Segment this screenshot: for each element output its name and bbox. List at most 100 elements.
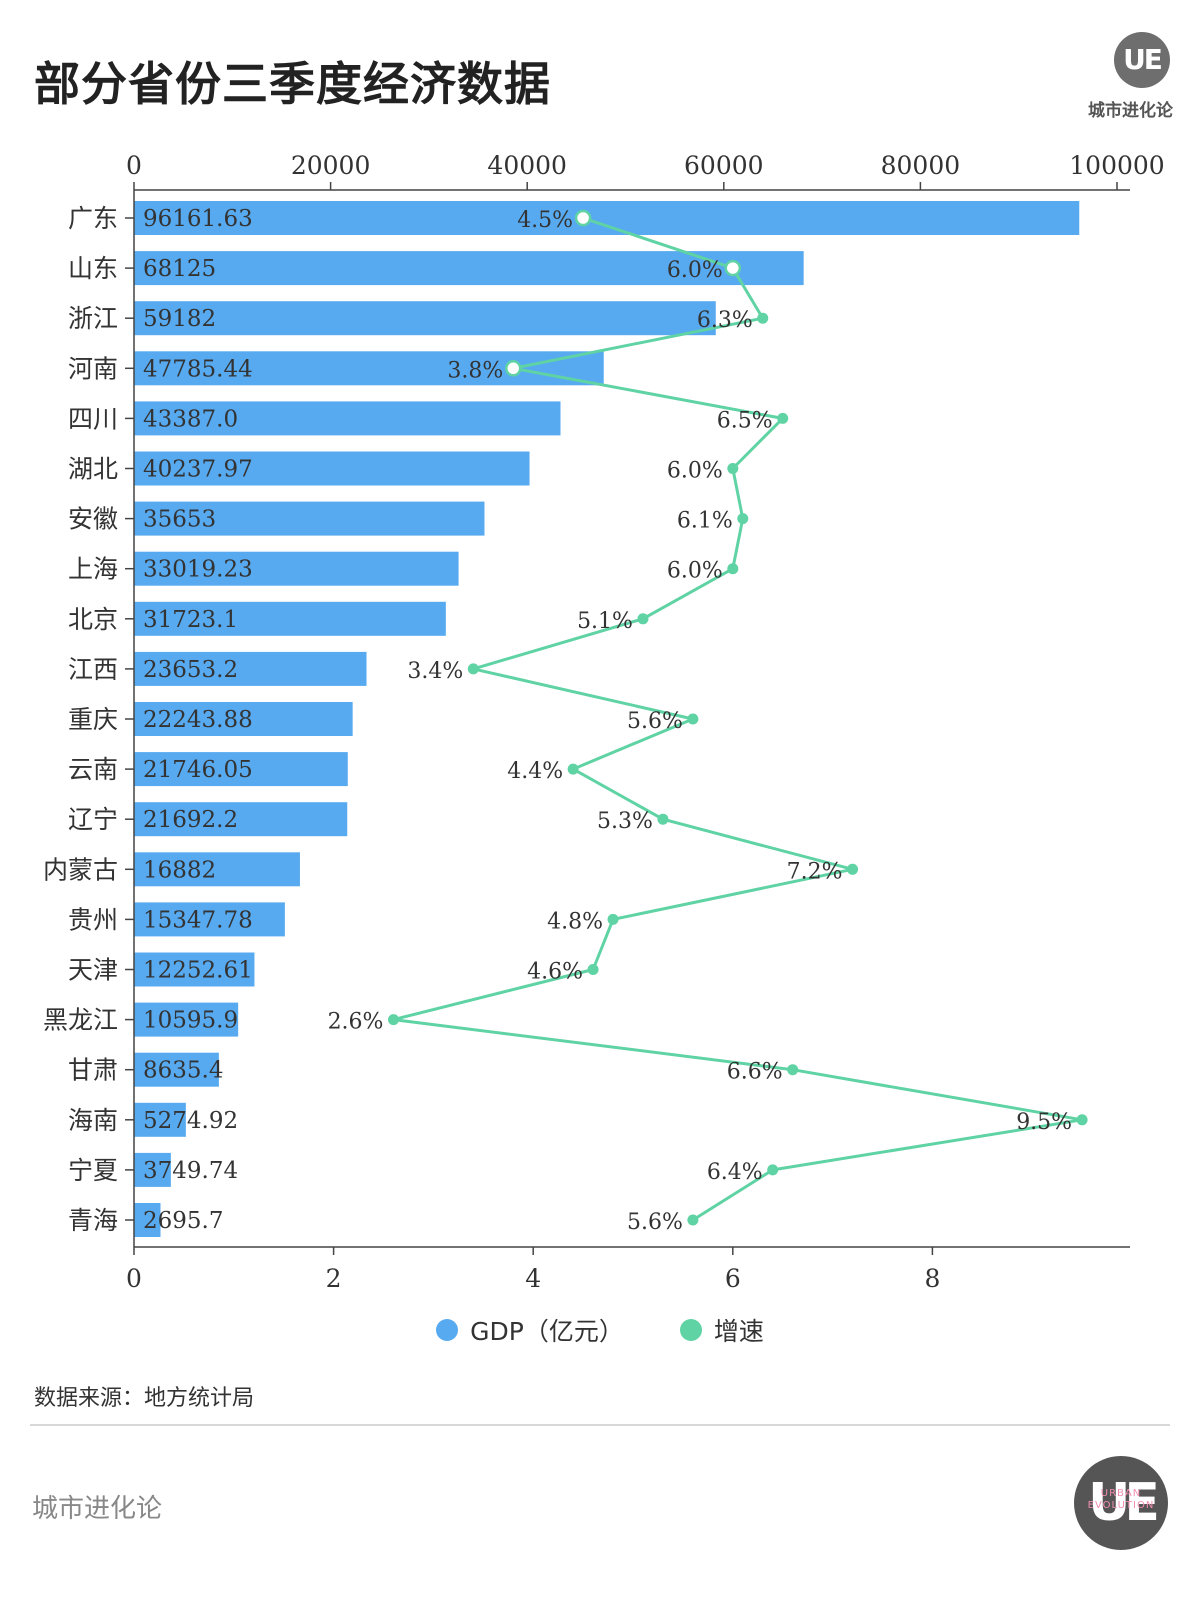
legend-item-growth[interactable]: 增速 [679,1312,764,1348]
bar-value-label: 33019.23 [143,557,253,583]
growth-label: 6.4% [707,1160,763,1185]
bottom-axis-tick-label: 0 [126,1264,142,1293]
top-axis-tick-label: 80000 [881,151,961,180]
category-label: 内蒙古 [43,855,118,884]
growth-point [847,863,859,875]
divider [30,1424,1170,1426]
growth-point [637,613,649,625]
legend-gdp-label: GDP（亿元） [470,1317,624,1346]
growth-label: 6.5% [717,408,773,433]
bar [134,551,459,586]
bar [134,1002,239,1037]
growth-label: 6.1% [677,509,733,534]
bar-value-label: 40237.97 [143,457,253,483]
growth-point [724,259,742,277]
bar [134,802,348,837]
growth-label: 6.0% [667,459,723,484]
bar [134,852,300,887]
bar-value-label: 21692.2 [143,807,238,833]
category-label: 黑龙江 [43,1006,118,1035]
bar-value-label: 31723.1 [143,607,238,633]
growth-point [587,964,599,975]
bar [134,301,716,336]
ue-logo-icon: UE [1114,32,1170,88]
footer-logo-icon: UE URBAN EVOLUTION [1074,1456,1168,1550]
growth-point [467,663,479,675]
growth-label: 6.0% [667,258,723,283]
growth-label: 6.3% [697,308,753,333]
footer-logo-sub: URBAN EVOLUTION [1087,1488,1155,1511]
growth-label: 2.6% [328,1010,384,1035]
bar-value-label: 3749.74 [143,1158,238,1184]
growth-label: 7.2% [787,859,843,884]
bar-value-label: 43387.0 [143,406,238,432]
category-label: 宁夏 [68,1156,118,1185]
bar [134,902,285,937]
growth-point [607,913,619,925]
bar-value-label: 2695.7 [143,1208,223,1234]
bar-value-label: 15347.78 [143,907,253,933]
bars-layer: 96161.63 68125 59182 47785.44 43387.0 40237.9… [134,201,1080,1237]
bar-value-label: 12252.61 [143,958,253,984]
bar [134,251,804,286]
growth-label: 9.5% [1016,1110,1072,1135]
bar-value-label: 22243.88 [143,707,253,733]
growth-point [567,763,579,775]
top-axis-tick-label: 20000 [291,151,371,180]
bar [134,651,367,686]
growth-label: 4.8% [547,909,603,934]
growth-point [727,563,739,575]
line-layer: 4.5% 6.0% 6.3% 3.8% 6.5% 6.0% 6.1% 6.0% 5.1% 3.4%… [328,208,1088,1235]
category-label: 安徽 [68,505,118,534]
growth-point [387,1014,399,1026]
brand-logo: UE 城市进化论 [1088,32,1174,122]
growth-label: 3.8% [447,358,503,383]
bar-value-label: 35653 [143,507,216,533]
growth-point [767,1164,779,1176]
chart-title: 部分省份三季度经济数据 [34,57,551,111]
bar [134,752,348,787]
growth-point [1076,1114,1088,1126]
category-label: 北京 [68,605,118,634]
bar [134,1152,171,1187]
growth-label: 5.3% [597,809,653,834]
bar [134,451,530,486]
growth-point [737,513,749,525]
bottom-axis-tick-label: 6 [725,1264,741,1293]
growth-label: 3.4% [407,659,463,684]
bar [134,702,353,736]
growth-point [777,412,789,424]
growth-label: 4.4% [507,759,563,784]
bottom-axis-tick-label: 8 [924,1264,940,1293]
category-label: 贵州 [68,905,118,934]
bar [134,501,485,536]
bar-value-label: 96161.63 [143,206,253,232]
category-label: 广东 [68,204,118,233]
bar-value-label: 23653.2 [143,657,238,683]
top-axis-tick-label: 0 [126,151,142,180]
brand-name: 城市进化论 [1088,101,1173,121]
category-label: 湖北 [68,455,118,484]
legend-item-gdp[interactable]: GDP（亿元） [436,1312,624,1348]
growth-label: 6.6% [727,1060,783,1085]
category-label: 青海 [68,1206,118,1235]
category-label: 甘肃 [68,1056,118,1085]
growth-label: 5.1% [577,609,633,634]
category-label: 河南 [68,354,118,383]
bar [134,952,255,987]
legend-growth-swatch [679,1319,702,1341]
growth-point [574,209,592,227]
data-source: 数据来源：地方统计局 [34,1386,255,1411]
bar [134,1052,219,1087]
growth-point [657,813,669,825]
bar-value-label: 8635.4 [143,1058,223,1084]
bar-value-label: 10595.9 [143,1008,238,1034]
category-label: 海南 [68,1106,118,1135]
bar [134,201,1080,235]
growth-label: 4.5% [517,208,573,233]
growth-point [687,1214,699,1226]
category-label: 山东 [68,254,118,283]
category-label: 浙江 [68,304,118,333]
axes-layer: 广东山东浙江河南四川湖北安徽上海北京江西重庆云南辽宁内蒙古贵州天津黑龙江甘肃海南… [43,151,1165,1293]
top-axis-tick-label: 60000 [684,151,764,180]
